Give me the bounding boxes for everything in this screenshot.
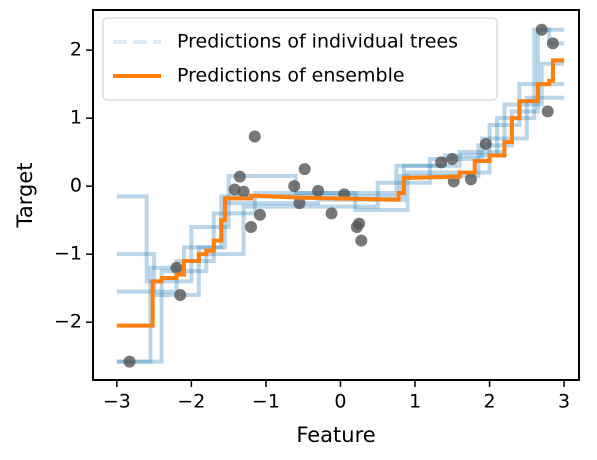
y-tick-label: 0 — [70, 175, 82, 197]
data-point — [233, 170, 246, 183]
x-tick-label: 1 — [409, 391, 421, 413]
x-tick-label: −1 — [252, 391, 280, 413]
axes-frame — [92, 9, 580, 381]
data-point — [170, 261, 183, 274]
legend-label: Predictions of ensemble — [177, 65, 405, 87]
data-point — [293, 197, 306, 210]
data-point — [312, 184, 325, 197]
legend-box — [102, 17, 498, 101]
ensemble-line — [116, 58, 565, 328]
x-tick-label: −3 — [103, 391, 131, 413]
data-point — [541, 105, 554, 118]
x-tick-label: 2 — [484, 391, 496, 413]
x-tick-label: −2 — [177, 391, 205, 413]
data-point — [546, 37, 559, 50]
y-tick-label: 1 — [70, 107, 82, 129]
y-tick-label: 2 — [70, 39, 82, 61]
data-point — [446, 152, 459, 165]
data-point — [288, 180, 301, 193]
data-point — [228, 183, 241, 196]
data-point — [123, 355, 136, 368]
data-point — [353, 217, 366, 230]
data-point — [174, 288, 187, 301]
x-tick-label: 0 — [334, 391, 346, 413]
x-tick-label: 3 — [558, 391, 570, 413]
data-point — [253, 208, 266, 221]
data-point — [245, 220, 258, 233]
y-tick-label: −2 — [54, 311, 82, 333]
data-point — [237, 185, 250, 198]
plot-area — [116, 23, 565, 368]
data-point — [464, 173, 477, 186]
data-point — [535, 23, 548, 36]
data-point — [248, 130, 261, 143]
data-point — [435, 156, 448, 169]
data-point — [355, 234, 368, 247]
legend-label: Predictions of individual trees — [177, 31, 458, 53]
y-axis-label: Target — [13, 163, 37, 229]
data-point — [325, 207, 338, 220]
y-tick-label: −1 — [54, 243, 82, 265]
data-point — [298, 163, 311, 176]
tree-prediction-line — [116, 95, 565, 364]
x-axis-label: Feature — [296, 423, 375, 447]
data-point — [479, 137, 492, 150]
